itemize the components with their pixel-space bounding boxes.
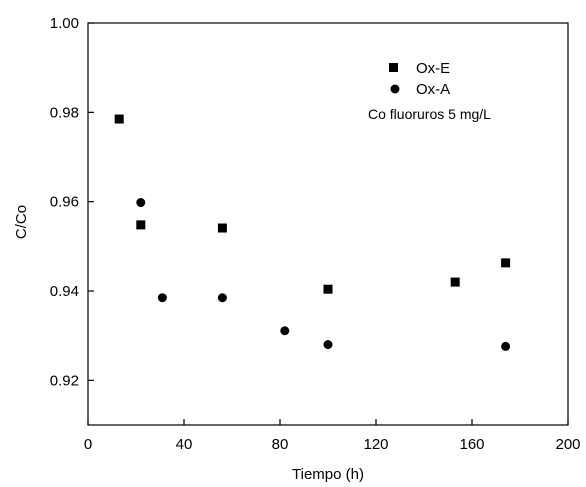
x-tick-label: 80 (272, 436, 289, 453)
x-tick-label: 160 (459, 436, 484, 453)
y-axis-label: C/Co (13, 205, 30, 239)
legend-label-ox-a: Ox-A (416, 81, 450, 98)
data-point-ox-a (136, 198, 146, 208)
data-markers (114, 114, 511, 351)
data-point-ox-e (501, 258, 511, 268)
y-tick-label: 0.98 (50, 104, 79, 121)
data-point-ox-a (280, 326, 290, 336)
plot-frame (87, 22, 569, 426)
y-tick-label: 0.94 (50, 283, 79, 300)
chart-annotation: Co fluoruros 5 mg/L (368, 106, 491, 122)
data-point-ox-a (323, 340, 333, 350)
data-point-ox-a (157, 293, 167, 303)
legend-marker-ox-e (389, 63, 398, 72)
x-tick-label: 120 (363, 436, 388, 453)
data-point-ox-a (217, 293, 227, 303)
data-point-ox-e (450, 277, 460, 287)
y-tick-label: 0.96 (50, 194, 79, 211)
y-axis-ticks: 0.92 0.94 0.96 0.98 1.00 (50, 15, 94, 389)
data-point-ox-e (217, 223, 227, 233)
data-point-ox-e (323, 284, 333, 294)
data-point-ox-a (501, 341, 511, 351)
x-tick-label: 40 (176, 436, 193, 453)
legend-marker-ox-a (390, 84, 400, 94)
y-tick-label: 0.92 (50, 372, 79, 389)
data-point-ox-e (136, 220, 146, 230)
x-axis-label: Tiempo (h) (292, 466, 364, 483)
x-axis-ticks: 0 40 80 120 160 200 (84, 419, 581, 453)
data-point-ox-e (114, 114, 124, 124)
legend: Ox-E Ox-A (389, 60, 450, 98)
legend-label-ox-e: Ox-E (416, 60, 450, 77)
x-tick-label: 0 (84, 436, 92, 453)
y-tick-label: 1.00 (50, 15, 79, 32)
x-tick-label: 200 (555, 436, 580, 453)
